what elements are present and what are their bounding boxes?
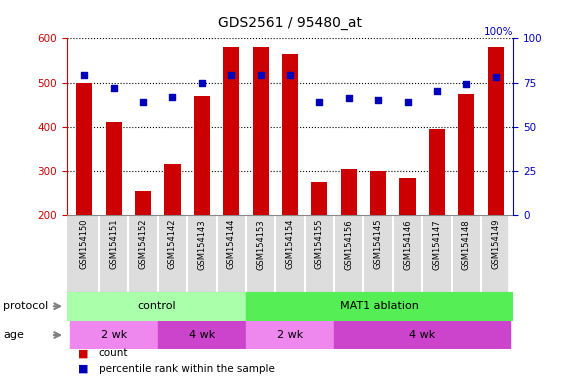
- Text: GSM154144: GSM154144: [227, 219, 235, 270]
- Point: [168, 94, 177, 100]
- Text: 4 wk: 4 wk: [409, 330, 436, 340]
- Point: [344, 95, 353, 101]
- Text: MAT1 ablation: MAT1 ablation: [340, 301, 419, 311]
- Bar: [76, 83, 92, 215]
- Bar: [164, 164, 180, 215]
- Bar: [194, 96, 210, 215]
- Point: [79, 73, 89, 79]
- Text: ■: ■: [78, 348, 89, 358]
- Point: [491, 74, 501, 80]
- Text: 4 wk: 4 wk: [188, 330, 215, 340]
- Text: GSM154146: GSM154146: [403, 219, 412, 270]
- Text: GSM154151: GSM154151: [109, 219, 118, 270]
- Text: GSM154153: GSM154153: [256, 219, 265, 270]
- Text: GSM154154: GSM154154: [285, 219, 295, 270]
- Text: percentile rank within the sample: percentile rank within the sample: [99, 364, 274, 374]
- Point: [256, 73, 265, 79]
- Text: protocol: protocol: [3, 301, 48, 311]
- Bar: [106, 122, 122, 215]
- Point: [197, 79, 206, 86]
- Bar: [70, 321, 158, 349]
- Bar: [135, 191, 151, 215]
- Text: 2 wk: 2 wk: [277, 330, 303, 340]
- Bar: [311, 182, 328, 215]
- Bar: [488, 47, 504, 215]
- Point: [462, 81, 471, 88]
- Bar: [340, 169, 357, 215]
- Point: [403, 99, 412, 105]
- Bar: [252, 47, 269, 215]
- Text: GSM154150: GSM154150: [80, 219, 89, 270]
- Text: GSM154152: GSM154152: [139, 219, 147, 270]
- Bar: [458, 94, 474, 215]
- Bar: [334, 321, 510, 349]
- Bar: [158, 321, 246, 349]
- Text: GSM154145: GSM154145: [374, 219, 383, 270]
- Text: age: age: [3, 330, 24, 340]
- Point: [227, 73, 236, 79]
- Point: [285, 73, 295, 79]
- Text: GSM154156: GSM154156: [345, 219, 353, 270]
- Text: GSM154142: GSM154142: [168, 219, 177, 270]
- Bar: [223, 47, 240, 215]
- Text: GDS2561 / 95480_at: GDS2561 / 95480_at: [218, 16, 362, 30]
- Bar: [67, 292, 246, 321]
- Point: [139, 99, 148, 105]
- Text: GSM154149: GSM154149: [491, 219, 500, 270]
- Point: [432, 88, 441, 94]
- Text: GSM154148: GSM154148: [462, 219, 471, 270]
- Point: [315, 99, 324, 105]
- Bar: [400, 177, 416, 215]
- Bar: [282, 54, 298, 215]
- Bar: [370, 171, 386, 215]
- Text: GSM154155: GSM154155: [315, 219, 324, 270]
- Bar: [246, 292, 513, 321]
- Text: ■: ■: [78, 364, 89, 374]
- Text: GSM154143: GSM154143: [197, 219, 206, 270]
- Text: GSM154147: GSM154147: [433, 219, 441, 270]
- Point: [374, 97, 383, 103]
- Text: 100%: 100%: [484, 26, 513, 36]
- Text: 2 wk: 2 wk: [100, 330, 127, 340]
- Point: [109, 85, 118, 91]
- Text: control: control: [137, 301, 176, 311]
- Bar: [429, 129, 445, 215]
- Bar: [246, 321, 334, 349]
- Text: count: count: [99, 348, 128, 358]
